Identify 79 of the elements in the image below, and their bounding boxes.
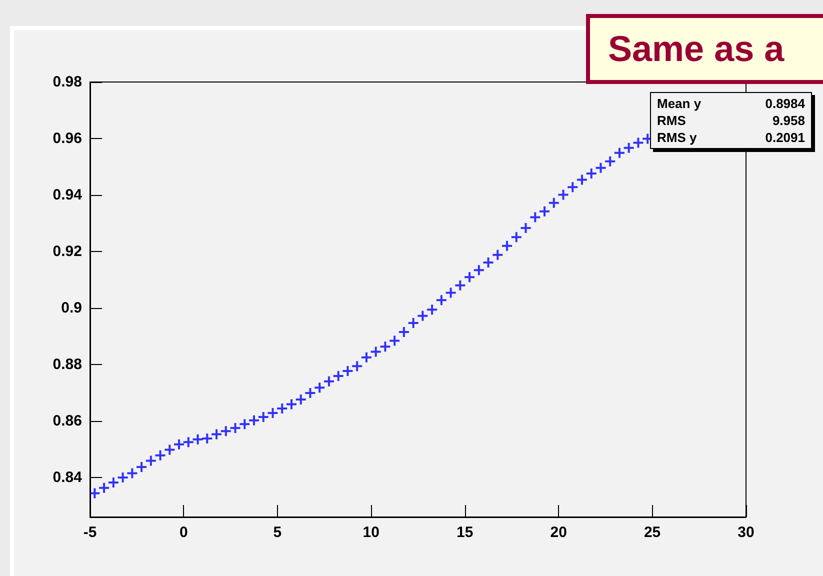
point [183,437,194,448]
point [155,450,166,460]
point [108,478,118,488]
point [90,488,100,498]
point [277,404,288,414]
y-tick-label: 0.92 [52,242,82,260]
point [568,182,578,192]
point [492,250,503,260]
point [633,138,644,148]
point [558,190,568,200]
point [408,318,418,328]
x-tick-label: 20 [550,524,567,541]
point [202,433,212,444]
chart-title: Same as a [586,14,823,84]
point [118,472,128,482]
point [258,412,268,422]
point [474,265,484,276]
point [192,434,203,444]
point [548,198,559,208]
text: RMS y 0.2091 [657,130,805,145]
point [605,156,616,166]
point [390,336,400,346]
point [418,310,428,321]
x-tick-label: 30 [738,524,754,541]
point [464,272,475,282]
point [174,439,184,450]
point [577,174,587,185]
y-tick-label: 0.94 [52,186,83,204]
point [136,462,147,472]
point [530,212,540,222]
point [398,326,409,337]
y-tick-label: 0.9 [61,299,82,316]
point [127,468,138,478]
point [455,280,466,290]
point [370,346,381,357]
x-tick-label: 5 [273,524,282,541]
point [324,376,334,386]
point [286,399,296,410]
point [520,223,531,234]
x-tick-label: -5 [83,524,97,541]
point [540,206,550,216]
point [427,304,438,315]
point [249,415,259,426]
x-tick-label: 25 [644,524,661,541]
point [502,240,512,251]
point [352,361,362,372]
x-tick-label: 10 [362,524,380,541]
point [240,419,250,430]
point [483,257,494,268]
point [342,366,353,376]
point [596,162,606,173]
y-tick-label: 0.84 [52,468,83,486]
point [333,371,344,382]
text: RMS 9.958 [657,113,805,128]
point [380,342,390,352]
point [230,423,240,434]
y-tick-label: 0.88 [52,356,82,373]
point [212,429,222,440]
text: Mean y 0.8984 [657,96,805,111]
y-tick-label: 0.86 [52,412,82,430]
point [624,142,634,153]
point [99,482,110,493]
point [614,148,624,158]
point [220,426,231,436]
point [314,382,325,393]
x-tick-label: 15 [456,524,474,541]
point [296,394,306,404]
point [164,444,175,455]
point [436,295,446,306]
point [586,168,596,179]
y-tick-label: 0.98 [52,74,82,90]
point [305,388,316,398]
point [146,456,156,466]
point [361,352,372,362]
point [511,232,522,242]
point [268,408,278,418]
y-tick-label: 0.96 [52,130,82,147]
x-tick-label: 0 [180,524,188,541]
point [446,288,456,298]
